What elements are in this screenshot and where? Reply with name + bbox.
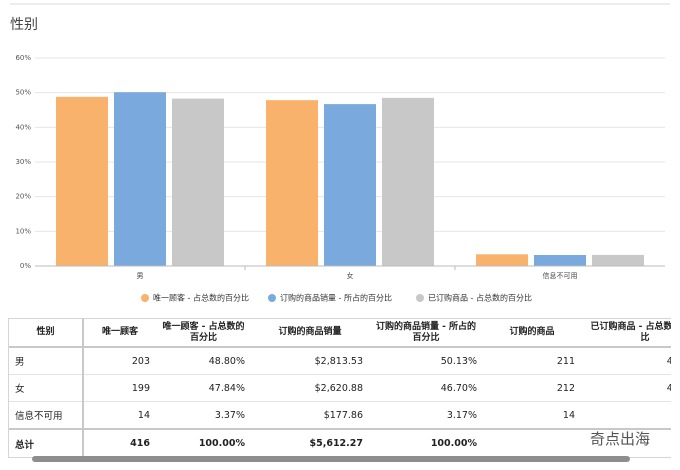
total-row: 总计 416 100.00% $5,612.27 100.00% — [9, 428, 671, 457]
column-header: 唯一顾客 - 占总数的百分比 — [156, 319, 251, 348]
legend-swatch — [268, 294, 276, 302]
cell: 女 — [9, 374, 84, 402]
cell: 50.13% — [369, 347, 483, 375]
y-tick-label: 0% — [20, 262, 31, 270]
cell: 416 — [83, 428, 156, 457]
cell: 3.20% — [581, 401, 671, 430]
cell: 203 — [83, 347, 156, 375]
cell: 信息不可用 — [9, 401, 84, 430]
legend-swatch — [416, 294, 424, 302]
table: 性别 唯一顾客 唯一顾客 - 占总数的百分比 订购的商品销量 订购的商品销量 - 所占的… — [8, 318, 671, 458]
bar — [592, 254, 644, 266]
column-header: 唯一顾客 — [83, 319, 156, 348]
bar — [382, 97, 434, 266]
bar — [324, 104, 376, 267]
cell: 100.00% — [156, 428, 251, 457]
cell: 总计 — [9, 428, 84, 457]
y-tick-label: 10% — [15, 227, 31, 235]
legend-label: 唯一顾客 - 占总数的百分比 — [153, 293, 249, 303]
column-header: 订购的商品销量 - 所占的百分比 — [369, 319, 483, 348]
cell — [581, 428, 671, 457]
cell: 199 — [83, 374, 156, 402]
cell: 14 — [83, 401, 156, 430]
cell: 211 — [483, 347, 581, 375]
bar — [476, 254, 528, 266]
cell: 3.37% — [156, 401, 251, 430]
cell: 14 — [483, 401, 581, 430]
y-tick-label: 40% — [15, 123, 31, 131]
watermark: 奇点出海 — [590, 430, 651, 448]
cell: 3.17% — [369, 401, 483, 430]
cell: 100.00% — [369, 428, 483, 457]
chart-title: 性别 — [10, 17, 38, 33]
y-tick-label: 30% — [15, 158, 31, 166]
header-row: 性别 唯一顾客 唯一顾客 - 占总数的百分比 订购的商品销量 订购的商品销量 - 所占的… — [9, 319, 671, 348]
bar — [172, 98, 224, 266]
x-tick-label: 信息不可用 — [543, 271, 578, 280]
cell — [483, 428, 581, 457]
cell: $5,612.27 — [251, 428, 369, 457]
cell: 46.70% — [369, 374, 483, 402]
cell: $2,620.88 — [251, 374, 369, 402]
cell: 47.84% — [156, 374, 251, 402]
data-table: 性别 唯一顾客 唯一顾客 - 占总数的百分比 订购的商品销量 订购的商品销量 - 所占的… — [9, 319, 671, 457]
cell: 212 — [483, 374, 581, 402]
legend-label: 已订购商品 - 占总数的百分比 — [428, 293, 532, 303]
cell: $2,813.53 — [251, 347, 369, 375]
column-header: 订购的商品 — [483, 319, 581, 348]
x-tick-label: 男 — [137, 272, 144, 280]
y-tick-label: 50% — [15, 89, 31, 97]
bar — [266, 100, 318, 266]
bar — [56, 96, 108, 267]
column-header: 性别 — [9, 319, 84, 348]
x-tick-label: 女 — [347, 271, 354, 280]
scrollbar[interactable] — [32, 456, 630, 462]
cell: 男 — [9, 347, 84, 375]
bar — [534, 255, 586, 266]
cell: 48.51% — [581, 374, 671, 402]
legend-label: 订购的商品销量 - 所占的百分比 — [280, 293, 392, 303]
cell: 48.80% — [156, 347, 251, 375]
legend-swatch — [141, 294, 149, 302]
bar — [114, 92, 166, 266]
y-tick-label: 20% — [15, 193, 31, 201]
cell: $177.86 — [251, 401, 369, 430]
y-tick-label: 60% — [15, 54, 31, 62]
column-header: 已订购商品 - 占总数的百分比 — [581, 319, 671, 348]
cell: 48.28% — [581, 347, 671, 375]
column-header: 订购的商品销量 — [251, 319, 369, 348]
